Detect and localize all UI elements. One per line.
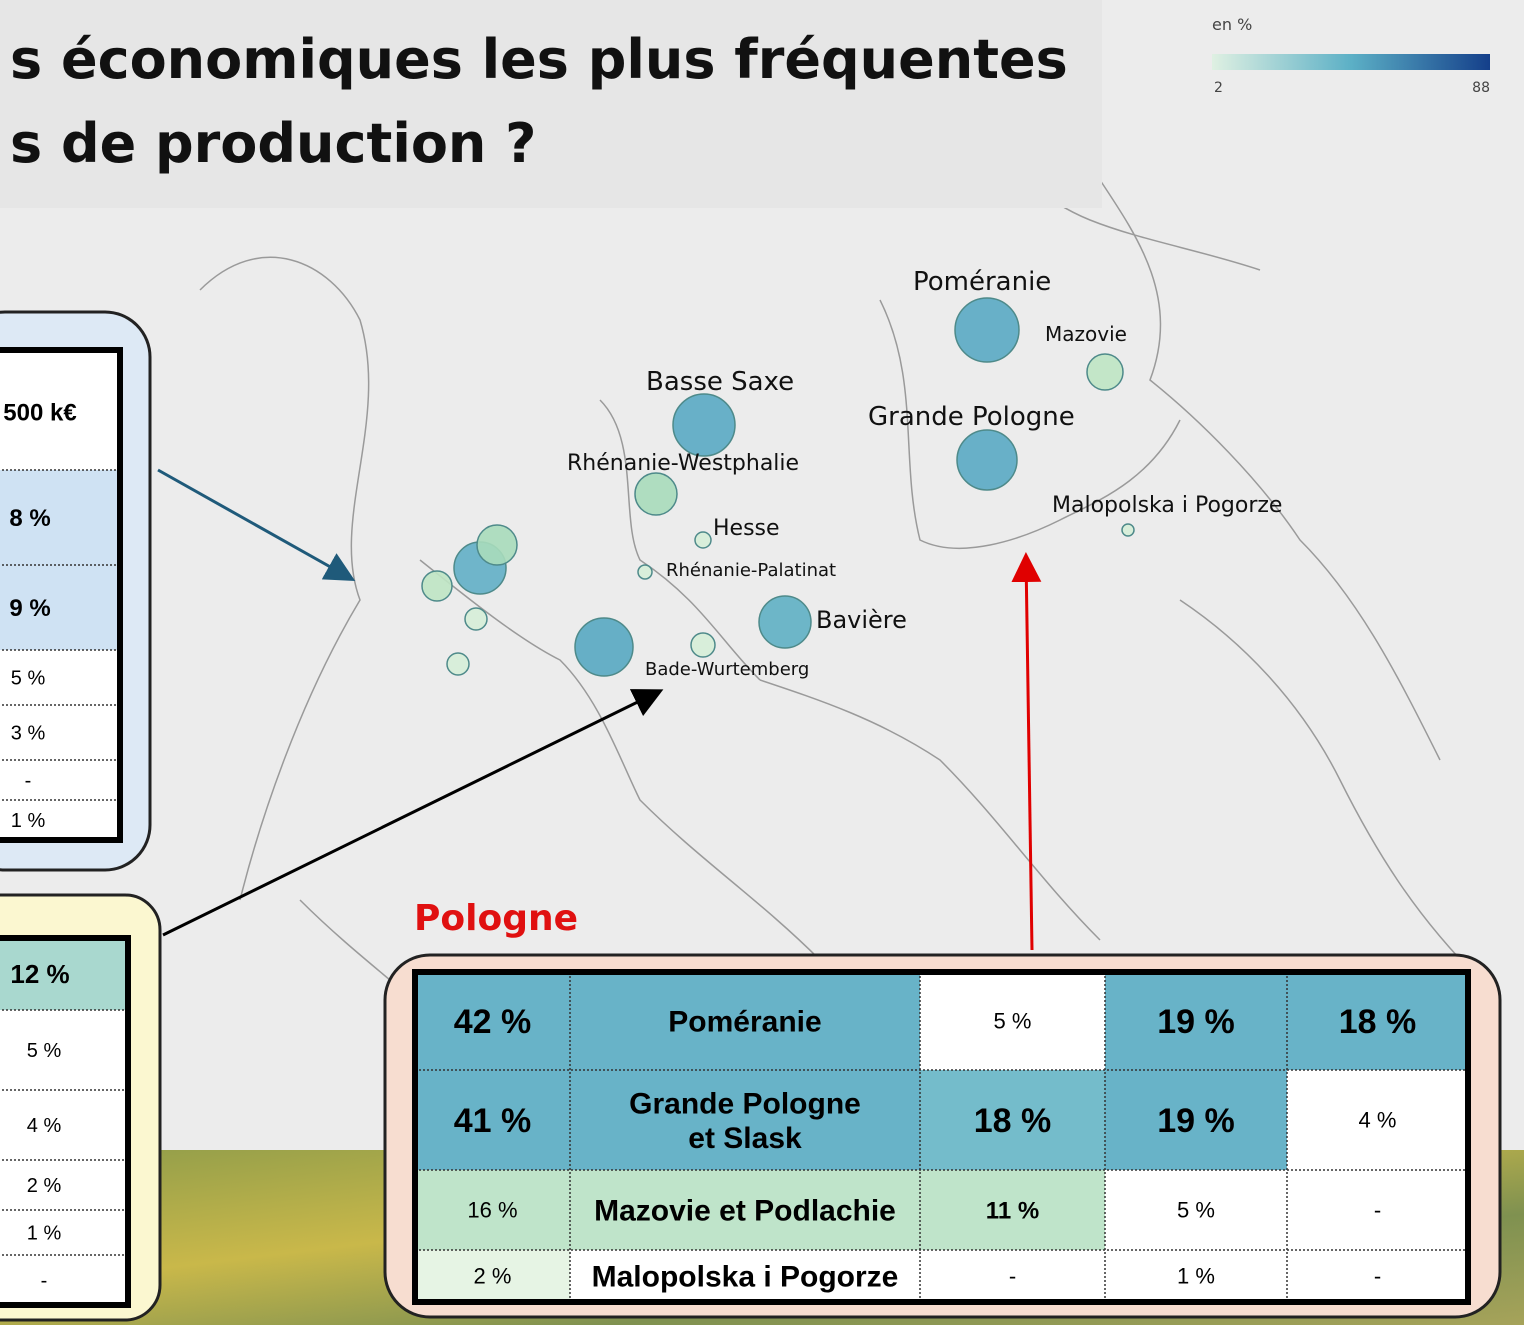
legend-gradient <box>1212 54 1490 70</box>
cell-text: et Slask <box>688 1122 802 1155</box>
cell-text: 9 % <box>9 595 50 622</box>
title-line: s de production ? <box>10 112 537 175</box>
cell-text: 1 % <box>11 810 46 832</box>
cell-text: 2 % <box>27 1175 62 1197</box>
region-bubble <box>477 525 517 565</box>
cell-text: 5 % <box>27 1040 62 1062</box>
region-bubble <box>1122 524 1134 536</box>
cell-text: 5 % <box>994 1009 1032 1034</box>
cell-text: 16 % <box>467 1198 517 1223</box>
region-bubble <box>957 430 1017 490</box>
cell-text: - <box>41 1270 48 1292</box>
region-label: Mazovie <box>1045 322 1127 346</box>
cell <box>0 1090 128 1160</box>
region-bubble <box>575 618 633 676</box>
cell-text: 11 % <box>986 1197 1039 1224</box>
cell-text: 5 % <box>11 668 46 690</box>
region-bubble <box>638 565 652 579</box>
cell-text: 19 % <box>1157 1003 1235 1041</box>
region-label: Bavière <box>816 606 907 634</box>
region-bubble <box>1087 354 1123 390</box>
region-bubble <box>759 596 811 648</box>
region-label: Bade-Wurtemberg <box>645 659 809 680</box>
cell-text: 5 % <box>1177 1198 1215 1223</box>
legend-min: 2 <box>1214 80 1223 96</box>
cell-text: 8 % <box>9 505 50 532</box>
cell-text: - <box>1374 1198 1381 1223</box>
title-line: s économiques les plus fréquentes <box>10 28 1068 91</box>
legend-title: en % <box>1212 15 1252 34</box>
cell <box>0 1255 128 1305</box>
region-label: Grande Pologne <box>868 402 1075 432</box>
region-label: Hesse <box>713 516 780 541</box>
cell <box>0 1160 128 1210</box>
cell-text: - <box>25 770 32 792</box>
cell <box>0 1210 128 1255</box>
region-bubble <box>635 473 677 515</box>
cell-text: 41 % <box>454 1102 532 1140</box>
region-bubble <box>695 532 711 548</box>
cell-text: 1 % <box>1177 1264 1215 1289</box>
cell-text: Malopolska i Pogorze <box>592 1261 899 1294</box>
cell-text: 4 % <box>27 1115 62 1137</box>
cell-text: 500 k€ <box>3 399 76 426</box>
region-label: Rhénanie-Palatinat <box>666 560 836 581</box>
poland-title: Pologne <box>414 898 578 939</box>
slide: s économiques les plus fréquentes s de p… <box>0 0 1524 1325</box>
cell-text: Mazovie et Podlachie <box>594 1195 896 1228</box>
cell-text: Grande Pologne <box>629 1087 861 1120</box>
region-bubble <box>422 571 452 601</box>
cell-text: 4 % <box>1359 1108 1397 1133</box>
cell <box>0 1010 128 1090</box>
region-bubble <box>691 633 715 657</box>
cell-text: 2 % <box>474 1264 512 1289</box>
cell-text: 19 % <box>1157 1102 1235 1140</box>
region-bubble <box>673 394 735 456</box>
cell-text: Poméranie <box>668 1006 821 1039</box>
region-label: Basse Saxe <box>646 367 794 397</box>
legend-max: 88 <box>1472 80 1490 96</box>
cell-text: 3 % <box>11 723 46 745</box>
cell-text: 18 % <box>974 1102 1052 1140</box>
cell-text: - <box>1009 1264 1016 1289</box>
region-bubble <box>955 298 1019 362</box>
cell-text: 42 % <box>454 1003 532 1041</box>
region-bubble <box>465 608 487 630</box>
region-label: Malopolska i Pogorze <box>1052 493 1282 518</box>
page: { "header": {"title_lines": ["s économiq… <box>0 0 1524 1325</box>
cell <box>0 760 120 800</box>
cell-text: - <box>1374 1264 1381 1289</box>
cell-text: 12 % <box>10 959 69 989</box>
region-label: Rhénanie-Westphalie <box>567 451 799 476</box>
cell-text: 18 % <box>1339 1003 1417 1041</box>
region-bubble <box>447 653 469 675</box>
region-label: Poméranie <box>913 267 1051 297</box>
cell-text: 1 % <box>27 1223 62 1245</box>
